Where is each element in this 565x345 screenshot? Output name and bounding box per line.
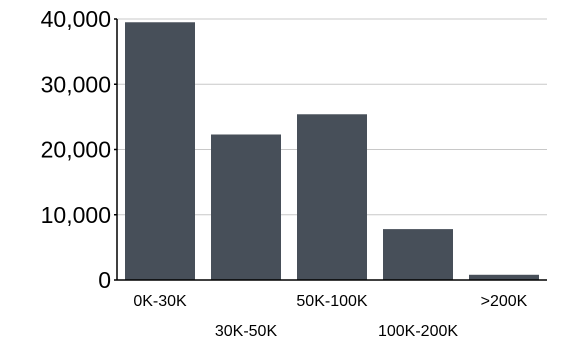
x-tick-label: >200K — [481, 293, 528, 310]
bar-5 — [469, 274, 539, 280]
y-tick-label: 40,000 — [41, 6, 111, 32]
bar-4 — [383, 229, 453, 280]
bars — [125, 22, 539, 280]
x-axis-tick-labels: 0K-30K 30K-50K 50K-100K 100K-200K >200K — [133, 293, 527, 340]
x-tick-label: 0K-30K — [133, 293, 187, 310]
y-tick-label: 30,000 — [41, 71, 111, 97]
bar-1 — [125, 22, 195, 280]
y-axis-tick-labels: 0 10,000 20,000 30,000 40,000 — [41, 6, 111, 293]
x-tick-label: 100K-200K — [378, 323, 458, 340]
y-tick-label: 20,000 — [41, 137, 111, 163]
y-tick-label: 10,000 — [41, 202, 111, 228]
bar-3 — [297, 114, 367, 280]
y-tick-label: 0 — [98, 267, 111, 293]
x-tick-label: 30K-50K — [215, 323, 278, 340]
axes — [114, 18, 547, 281]
bar-2 — [211, 134, 281, 280]
x-tick-label: 50K-100K — [296, 293, 367, 310]
